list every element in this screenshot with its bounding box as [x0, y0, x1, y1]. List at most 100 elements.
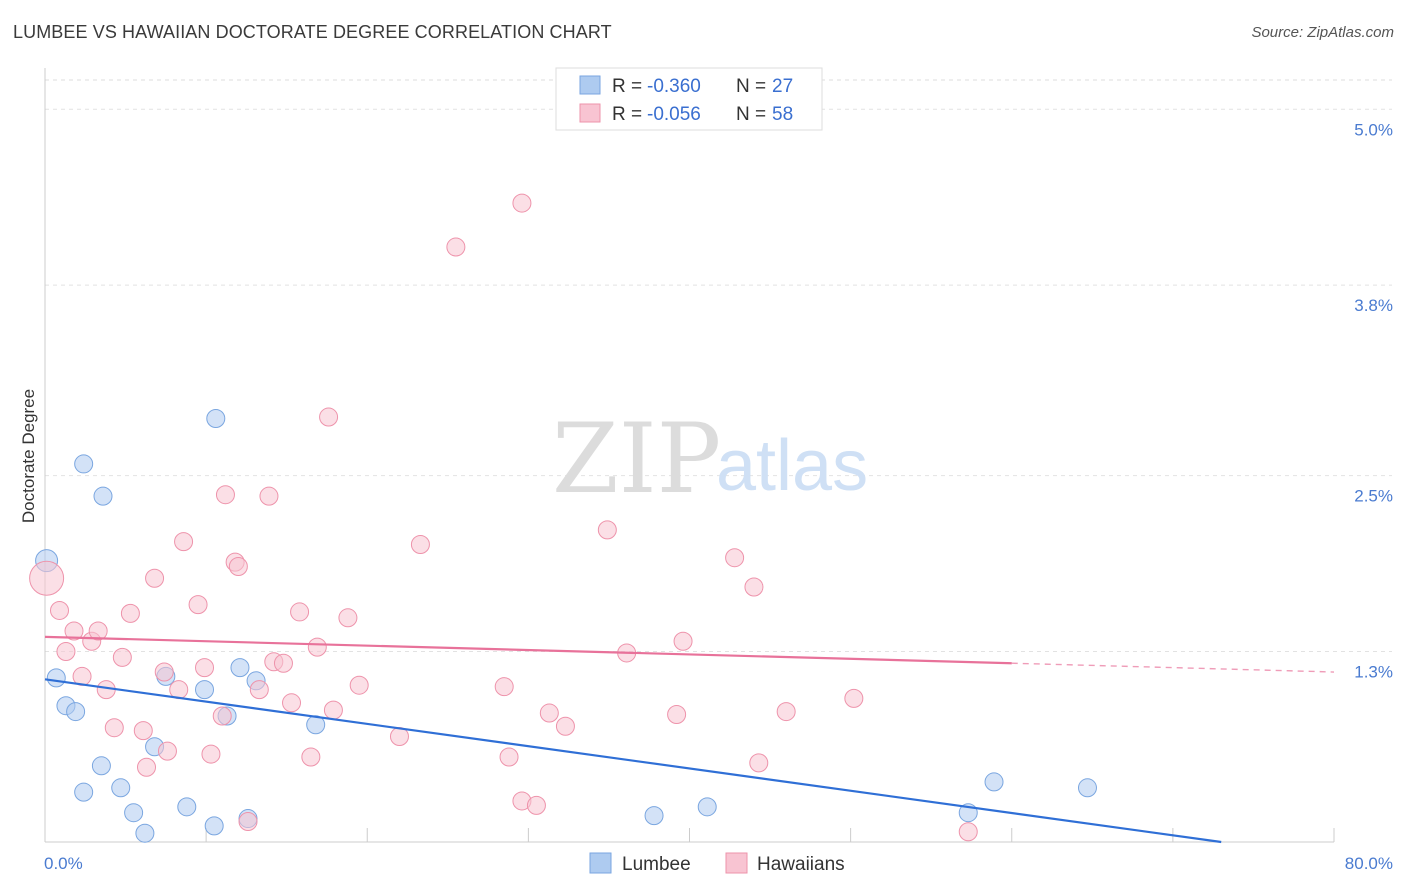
data-point: [307, 637, 327, 657]
legend-swatch-lumbee: [579, 75, 601, 95]
data-point: [56, 642, 76, 661]
legend-r-value-lumbee: -0.360: [647, 76, 701, 97]
bottom-legend-swatch-hawaiians: [725, 852, 748, 874]
legend-r-value-hawaiians: -0.056: [647, 104, 701, 125]
legend-n-label-hawaiians: N =: [736, 104, 771, 125]
data-point: [259, 486, 279, 506]
bottom-legend-label-hawaiians: Hawaiians: [757, 854, 845, 875]
data-point: [188, 595, 208, 615]
data-point: [282, 693, 302, 713]
data-point: [512, 193, 532, 213]
watermark: ZIP atlas: [552, 403, 868, 515]
data-point: [145, 568, 165, 588]
data-point: [323, 700, 343, 720]
data-point: [273, 653, 293, 673]
data-point: [697, 797, 717, 817]
data-point: [212, 706, 232, 726]
legend-r-label-lumbee: R =: [612, 76, 647, 97]
data-point: [133, 721, 153, 741]
data-point: [204, 816, 224, 836]
data-point: [177, 797, 197, 817]
data-point: [338, 608, 358, 628]
data-point: [410, 535, 430, 555]
data-point: [230, 658, 250, 678]
data-point: [154, 662, 174, 682]
data-point: [215, 485, 235, 505]
y-tick-label: 5.0%: [1354, 120, 1393, 139]
data-point: [844, 688, 864, 708]
data-point: [120, 603, 140, 623]
data-point: [555, 716, 575, 736]
legend-n-label-lumbee: N =: [736, 76, 771, 97]
data-point: [124, 803, 144, 823]
data-point: [744, 577, 764, 597]
chart-title: LUMBEE VS HAWAIIAN DOCTORATE DEGREE CORR…: [13, 22, 612, 42]
data-point: [195, 658, 215, 678]
data-point: [494, 677, 514, 697]
legend-r-label-hawaiians: R =: [612, 104, 647, 125]
data-point: [749, 753, 769, 773]
data-point: [984, 772, 1004, 792]
data-point: [46, 668, 66, 688]
data-point: [319, 407, 339, 427]
data-point: [499, 747, 519, 767]
y-tick-label: 1.3%: [1354, 663, 1393, 682]
legend: R = -0.360 N = 27 R = -0.056 N = 58: [555, 67, 823, 131]
watermark-zip: ZIP: [552, 403, 721, 515]
data-point: [290, 602, 310, 622]
trend-line-hawaiians: [44, 635, 1012, 665]
watermark-atlas: atlas: [716, 426, 868, 506]
data-point: [667, 705, 687, 725]
trend-lines: [44, 635, 1335, 844]
data-point: [776, 702, 796, 722]
data-point: [958, 822, 978, 842]
bottom-legend-swatch-lumbee: [589, 852, 612, 874]
data-point: [673, 631, 693, 651]
data-point: [526, 795, 546, 815]
data-point: [249, 680, 269, 700]
data-point: [238, 811, 258, 831]
x-tick-label: 0.0%: [44, 854, 83, 873]
data-point: [88, 621, 108, 641]
source-credit: Source: ZipAtlas.com: [1251, 24, 1394, 41]
bottom-legend-label-lumbee: Lumbee: [622, 854, 691, 875]
axes: [44, 68, 1335, 843]
data-point: [137, 757, 157, 777]
y-tick-label: 2.5%: [1354, 487, 1393, 506]
x-tick-labels: 0.0% 80.0%: [44, 854, 1393, 873]
data-point: [195, 680, 215, 700]
bottom-legend: Lumbee Hawaiians: [589, 852, 845, 875]
legend-n-value-lumbee: 27: [772, 76, 793, 97]
data-point: [74, 454, 94, 474]
y-tick-label: 3.8%: [1354, 296, 1393, 315]
data-point: [64, 621, 84, 641]
data-point: [1077, 778, 1097, 798]
data-point: [50, 600, 70, 620]
data-point: [539, 703, 559, 723]
data-point: [74, 782, 94, 802]
data-point: [111, 778, 131, 798]
x-tick-label: 80.0%: [1345, 854, 1393, 873]
data-point: [104, 718, 124, 738]
data-point: [349, 675, 369, 695]
trend-line-lumbee: [44, 678, 1222, 844]
data-point: [135, 823, 155, 843]
trend-line-extension-hawaiians: [1011, 662, 1335, 673]
data-point: [174, 532, 194, 552]
y-tick-labels: 1.3% 2.5% 3.8% 5.0%: [1354, 120, 1393, 681]
data-point: [725, 548, 745, 568]
series-hawaiians: [29, 193, 978, 842]
data-point: [228, 557, 248, 577]
data-point: [93, 486, 113, 506]
data-point: [301, 747, 321, 767]
data-point: [206, 409, 226, 429]
data-point: [201, 744, 221, 764]
data-point: [157, 741, 177, 761]
legend-swatch-hawaiians: [579, 103, 601, 123]
legend-n-value-hawaiians: 58: [772, 104, 793, 125]
y-axis-label: Doctorate Degree: [19, 389, 38, 523]
data-point: [29, 560, 65, 596]
data-point: [91, 756, 111, 776]
data-point: [644, 806, 664, 826]
